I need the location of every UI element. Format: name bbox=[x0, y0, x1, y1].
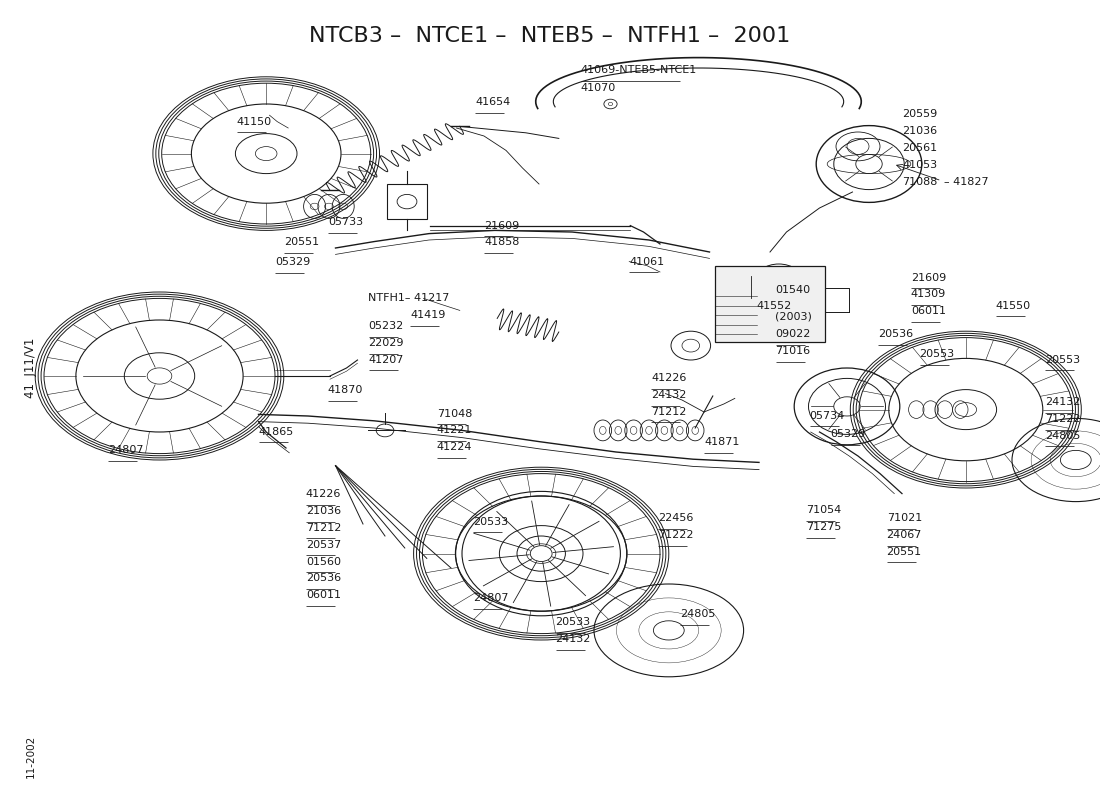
Text: 24067: 24067 bbox=[887, 530, 922, 540]
Text: 20533: 20533 bbox=[556, 618, 591, 627]
Text: 20551: 20551 bbox=[284, 238, 319, 247]
Text: 41150: 41150 bbox=[236, 117, 272, 126]
Text: 24805: 24805 bbox=[680, 610, 715, 619]
Text: 41207: 41207 bbox=[368, 355, 404, 365]
Text: 24132: 24132 bbox=[556, 634, 591, 644]
Text: 71212: 71212 bbox=[651, 407, 686, 417]
Text: 41870: 41870 bbox=[328, 386, 363, 395]
Text: 71048: 71048 bbox=[437, 409, 472, 418]
Text: 20559: 20559 bbox=[902, 110, 937, 119]
Text: 11-2002: 11-2002 bbox=[25, 734, 36, 778]
Text: 41221: 41221 bbox=[437, 426, 472, 435]
Text: 05734: 05734 bbox=[810, 411, 845, 421]
Text: 05329: 05329 bbox=[275, 258, 310, 267]
Text: 06011: 06011 bbox=[306, 590, 341, 600]
Text: 41061: 41061 bbox=[629, 257, 664, 266]
Text: 20537: 20537 bbox=[306, 540, 341, 550]
Text: 09022: 09022 bbox=[776, 330, 811, 339]
Text: 20536: 20536 bbox=[878, 330, 913, 339]
Text: 41550: 41550 bbox=[996, 301, 1031, 310]
Text: 41  J11/V1: 41 J11/V1 bbox=[24, 338, 37, 398]
Text: (2003): (2003) bbox=[776, 312, 813, 322]
Text: 20536: 20536 bbox=[306, 574, 341, 583]
Text: 41419: 41419 bbox=[410, 310, 446, 320]
Text: 05232: 05232 bbox=[368, 322, 404, 331]
Text: 41226: 41226 bbox=[306, 490, 341, 499]
Text: 24132: 24132 bbox=[1045, 398, 1080, 407]
Text: 21609: 21609 bbox=[911, 273, 946, 282]
Text: 41070: 41070 bbox=[581, 83, 616, 93]
Text: 41224: 41224 bbox=[437, 442, 472, 452]
Text: 71016: 71016 bbox=[776, 346, 811, 356]
Text: 05329: 05329 bbox=[830, 430, 866, 439]
Text: 71088: 71088 bbox=[902, 177, 937, 186]
Text: 21609: 21609 bbox=[484, 221, 519, 230]
Text: 41871: 41871 bbox=[704, 438, 739, 447]
Text: 21036: 21036 bbox=[306, 506, 341, 516]
Text: 01540: 01540 bbox=[776, 286, 811, 295]
Text: 41053: 41053 bbox=[902, 160, 937, 170]
Text: 05733: 05733 bbox=[328, 218, 363, 227]
Text: 41654: 41654 bbox=[475, 98, 510, 107]
Text: 01560: 01560 bbox=[306, 557, 341, 566]
Bar bbox=[715, 266, 825, 342]
Text: 71222: 71222 bbox=[1045, 414, 1080, 424]
Text: 20553: 20553 bbox=[920, 350, 955, 359]
Text: 71222: 71222 bbox=[658, 530, 693, 540]
Text: 20551: 20551 bbox=[887, 547, 922, 557]
Text: 71212: 71212 bbox=[306, 523, 341, 533]
Text: 41309: 41309 bbox=[911, 290, 946, 299]
Text: 20561: 20561 bbox=[902, 143, 937, 153]
Text: 71021: 71021 bbox=[887, 514, 922, 523]
Text: 71275: 71275 bbox=[806, 522, 842, 532]
Text: 24132: 24132 bbox=[651, 390, 686, 400]
Text: 41858: 41858 bbox=[484, 238, 519, 247]
Text: 41226: 41226 bbox=[651, 374, 686, 383]
Text: NTCB3 –  NTCE1 –  NTEB5 –  NTFH1 –  2001: NTCB3 – NTCE1 – NTEB5 – NTFH1 – 2001 bbox=[309, 26, 791, 46]
Text: 22029: 22029 bbox=[368, 338, 404, 348]
Text: 41865: 41865 bbox=[258, 427, 294, 437]
Text: 24805: 24805 bbox=[1045, 431, 1080, 441]
Text: NTFH1– 41217: NTFH1– 41217 bbox=[368, 294, 450, 303]
Text: 24807: 24807 bbox=[108, 446, 143, 455]
Text: 22456: 22456 bbox=[658, 514, 693, 523]
Text: 20553: 20553 bbox=[1045, 355, 1080, 365]
Text: 71054: 71054 bbox=[806, 506, 842, 515]
Text: 24807: 24807 bbox=[473, 594, 508, 603]
Text: – 41827: – 41827 bbox=[944, 177, 989, 186]
Text: 20533: 20533 bbox=[473, 517, 508, 526]
Text: 41069-NTEB5-NTCE1: 41069-NTEB5-NTCE1 bbox=[581, 66, 697, 75]
Text: 41552: 41552 bbox=[757, 302, 792, 311]
Text: 21036: 21036 bbox=[902, 126, 937, 136]
Text: 06011: 06011 bbox=[911, 306, 946, 316]
